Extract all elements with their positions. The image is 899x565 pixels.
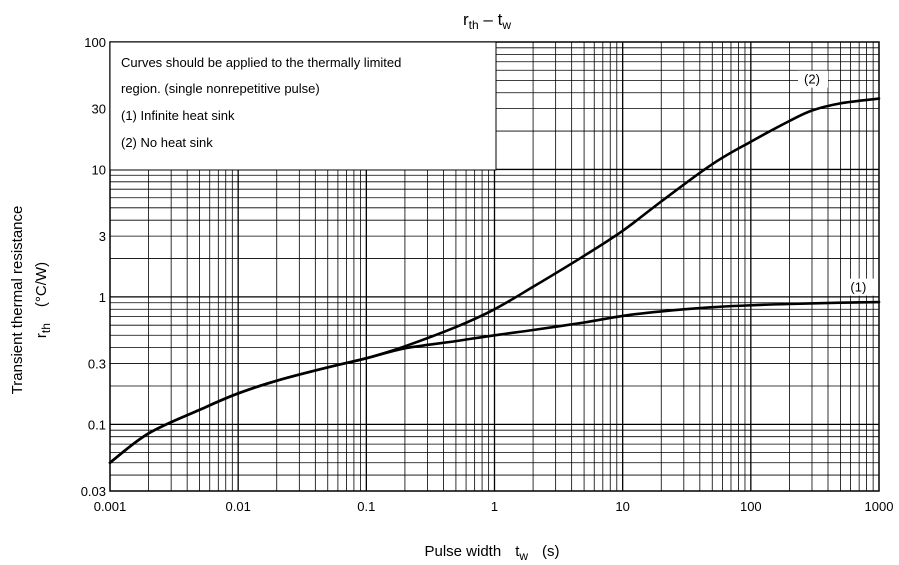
x-tick-label: 1000 xyxy=(865,499,894,514)
y-tick-label: 0.1 xyxy=(88,417,106,432)
chart-curves xyxy=(108,97,881,464)
x-tick-label: 0.1 xyxy=(357,499,375,514)
x-axis-title: Pulse width tw (s) xyxy=(424,543,559,563)
y-tick-label: 30 xyxy=(92,102,106,117)
note-line-3: (1) Infinite heat sink xyxy=(121,108,235,123)
x-tick-label: 0.01 xyxy=(226,499,251,514)
y-tick-label: 1 xyxy=(99,290,106,305)
note-line-2: region. (single nonrepetitive pulse) xyxy=(121,81,320,96)
y-axis-symbol: rth(°C/W) xyxy=(33,262,53,338)
y-tick-label: 0.3 xyxy=(88,357,106,372)
x-tick-label: 10 xyxy=(615,499,629,514)
chart-title: rth – tw xyxy=(463,10,511,32)
series-label-bg xyxy=(797,70,828,88)
series-labels: (1) (2) xyxy=(797,70,875,296)
series-label-1: (1) xyxy=(850,280,866,295)
note-line-4: (2) No heat sink xyxy=(121,135,213,150)
x-tick-label: 0.001 xyxy=(94,499,127,514)
x-tick-label: 100 xyxy=(740,499,762,514)
y-tick-labels: 0.03 0.1 0.3 1 3 10 30 100 xyxy=(81,35,106,499)
y-tick-label: 0.03 xyxy=(81,484,106,499)
series-label-bg xyxy=(844,278,875,296)
note-box: Curves should be applied to the thermall… xyxy=(109,41,497,171)
note-box-background xyxy=(109,41,497,171)
series-line-2 xyxy=(108,97,881,464)
y-tick-label: 10 xyxy=(92,162,106,177)
y-tick-label: 3 xyxy=(99,229,106,244)
x-tick-label: 1 xyxy=(491,499,498,514)
note-line-1: Curves should be applied to the thermall… xyxy=(121,55,401,70)
series-label-2: (2) xyxy=(804,72,820,87)
x-tick-labels: 0.001 0.01 0.1 1 10 100 1000 xyxy=(94,499,894,514)
y-tick-label: 100 xyxy=(84,35,106,50)
y-axis-title: Transient thermal resistance xyxy=(9,206,26,395)
